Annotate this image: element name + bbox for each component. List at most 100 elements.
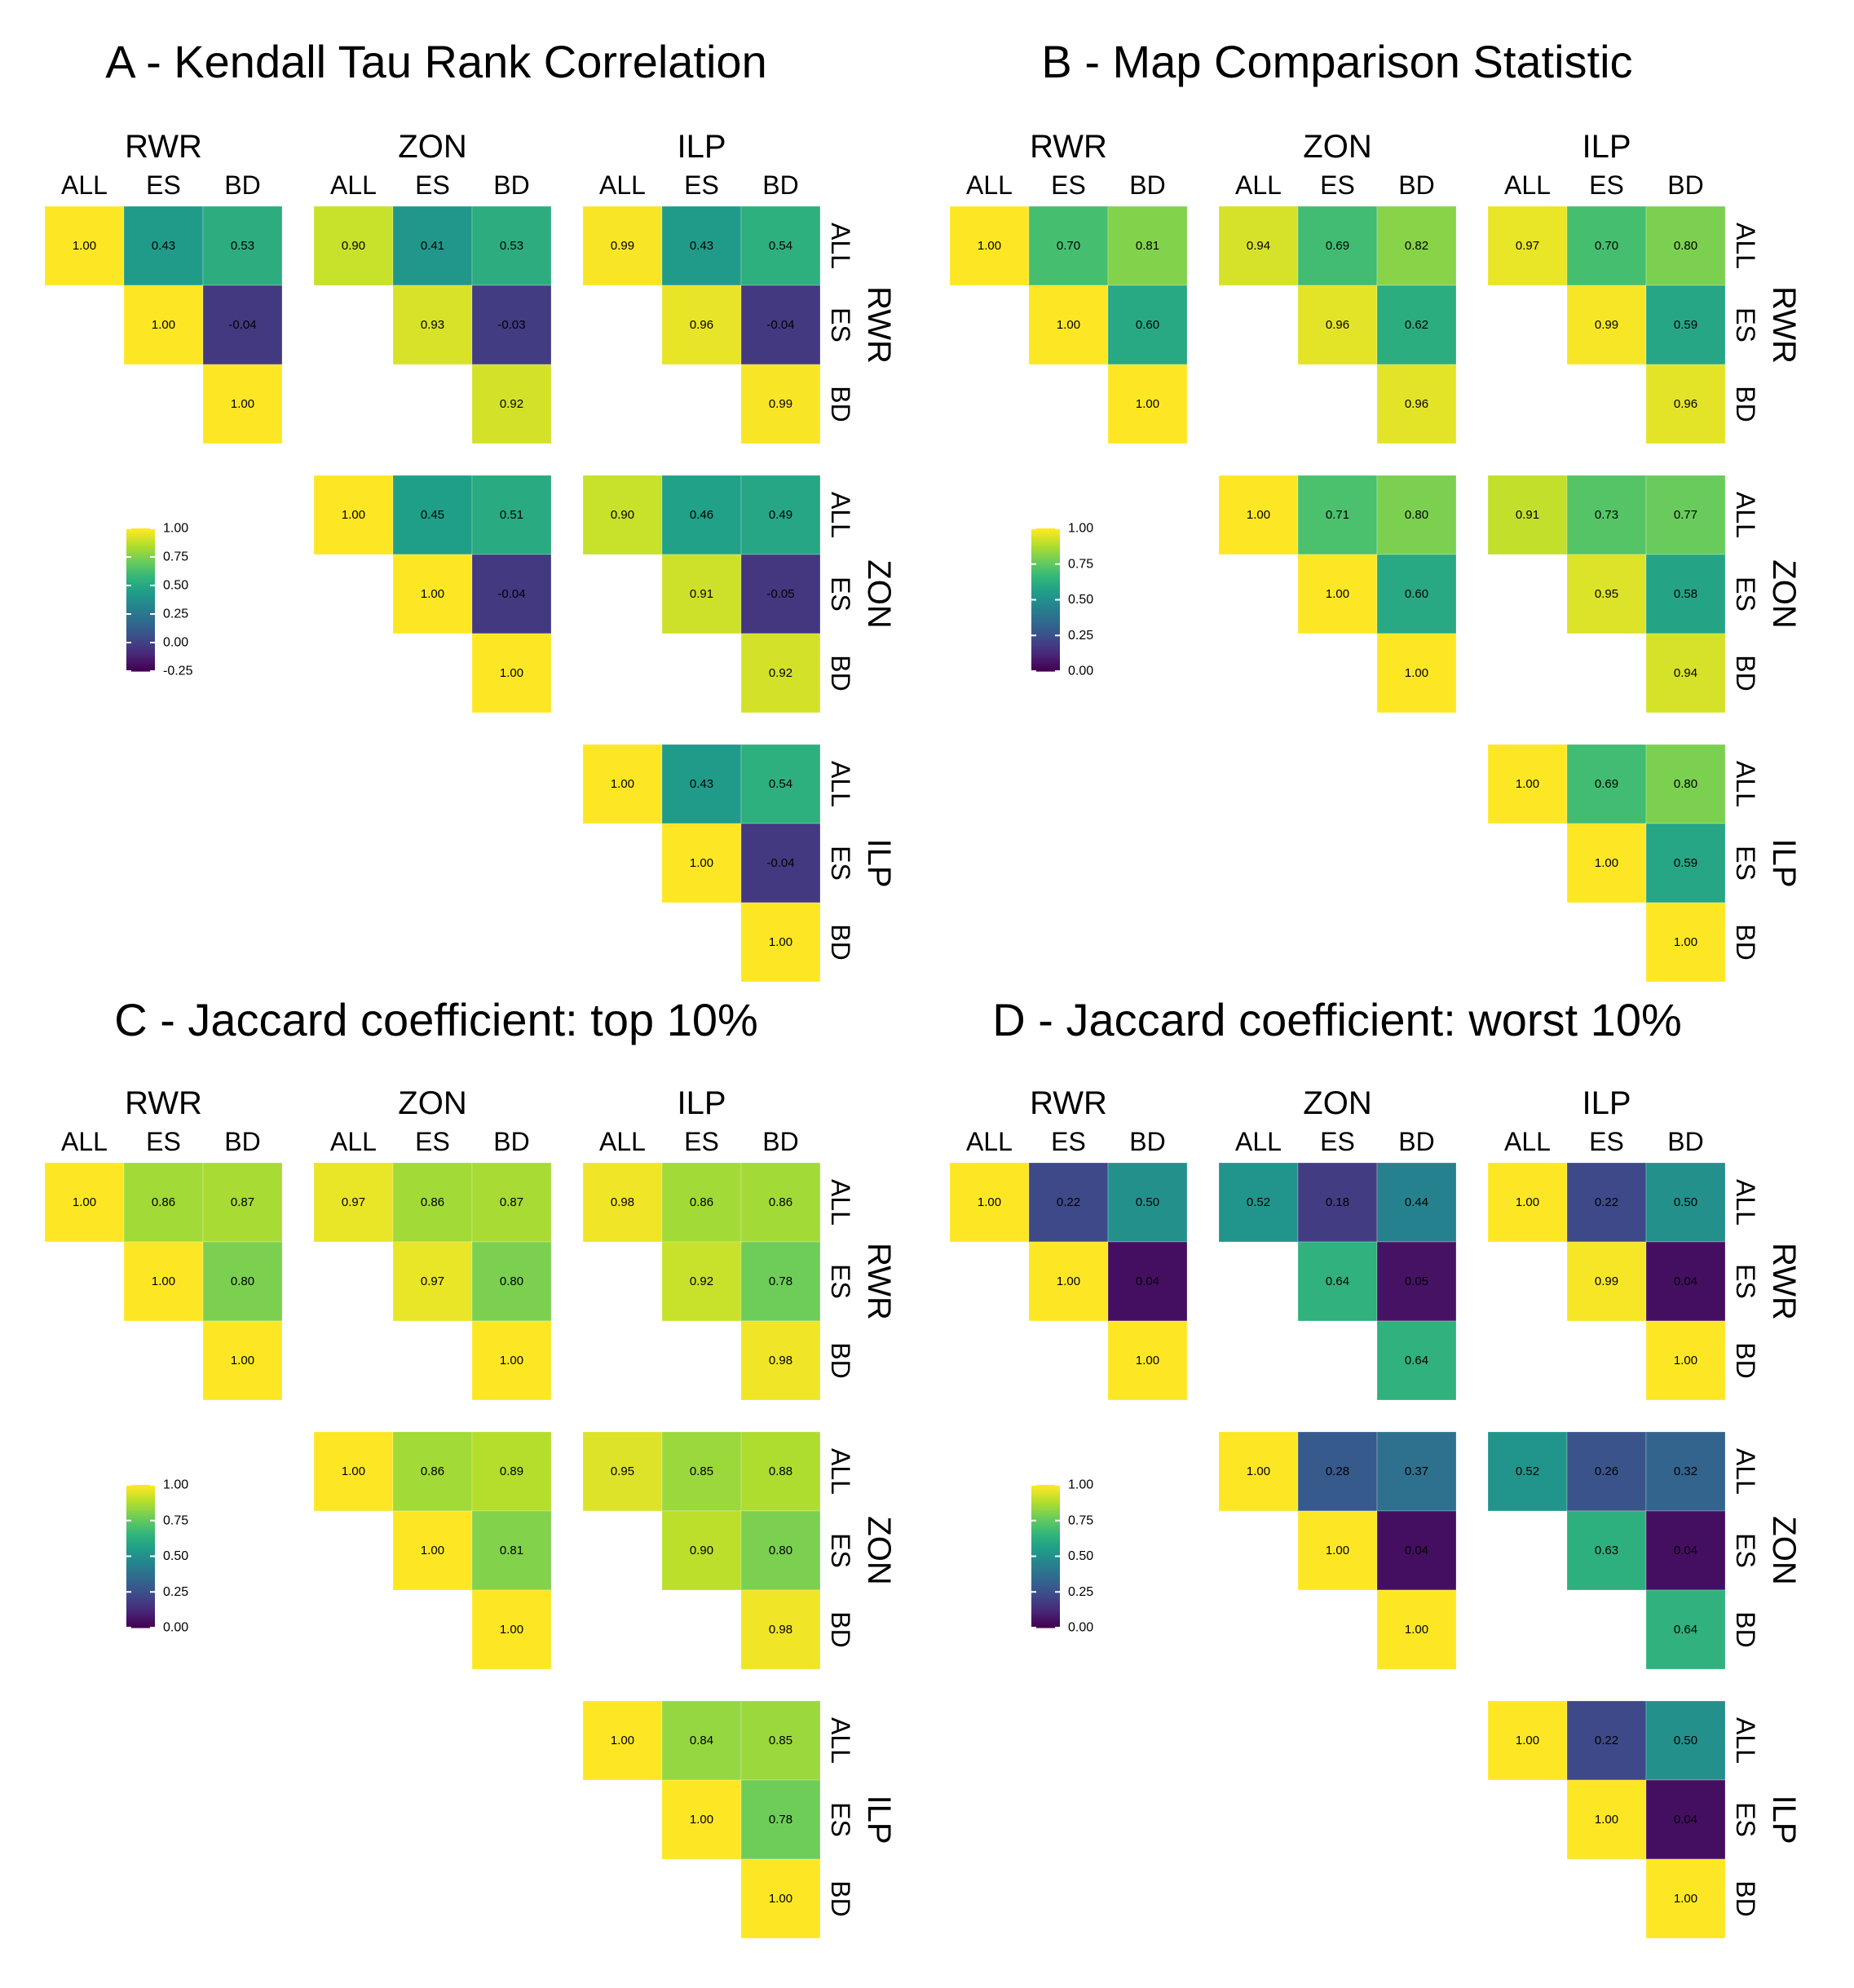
heatmap-cell xyxy=(1376,205,1457,286)
cell-value-label: 0.26 xyxy=(1595,1464,1618,1478)
cell-value-label: 1.00 xyxy=(421,587,444,601)
legend-gradient-step xyxy=(126,1513,155,1517)
cell-value-label: 0.96 xyxy=(1326,318,1349,332)
heatmap-cell xyxy=(1566,1241,1647,1322)
legend-gradient-step xyxy=(1031,550,1060,553)
cell-value-label: 0.81 xyxy=(500,1544,523,1557)
legend-gradient-step xyxy=(1031,664,1060,667)
cell-value-label: 0.86 xyxy=(421,1464,444,1478)
heatmap-cell xyxy=(1297,205,1378,286)
legend-gradient-step xyxy=(1031,1509,1060,1512)
heatmap-cell xyxy=(1218,205,1299,286)
legend-tick-label: 0.75 xyxy=(1068,557,1093,571)
legend-gradient-step xyxy=(1031,1610,1060,1615)
legend-gradient-step xyxy=(126,1501,155,1504)
heatmap-cell xyxy=(740,1431,821,1512)
panel-title: A - Kendall Tau Rank Correlation xyxy=(105,36,766,87)
legend-gradient-step xyxy=(1031,669,1060,672)
legend-gradient-step xyxy=(126,1527,155,1531)
heatmap-cell xyxy=(1645,285,1726,365)
heatmap-cell xyxy=(661,1510,742,1591)
legend-gradient-step xyxy=(1031,576,1060,579)
legend-gradient-step xyxy=(126,576,155,579)
row-sub-label: BD xyxy=(1731,1611,1760,1647)
row-sub-label: ES xyxy=(1731,1802,1760,1837)
legend-gradient-step xyxy=(126,1485,155,1488)
legend-gradient-step xyxy=(1031,1499,1060,1503)
column-group-label: ILP xyxy=(1582,1085,1631,1121)
heatmap-cell xyxy=(1376,1510,1457,1591)
column-sub-label: ALL xyxy=(330,1127,377,1156)
row-sub-label: BD xyxy=(1731,655,1760,691)
legend-gradient-step xyxy=(1031,537,1060,541)
cell-value-label: 0.80 xyxy=(1405,508,1428,522)
cell-value-label: 0.94 xyxy=(1674,666,1697,680)
heatmap-cell xyxy=(1376,285,1457,365)
panel-title: C - Jaccard coefficient: top 10% xyxy=(114,994,758,1045)
column-sub-label: ES xyxy=(1320,1127,1355,1156)
legend-gradient-step xyxy=(126,1548,155,1553)
legend-gradient-step xyxy=(1031,557,1060,560)
legend-gradient-step xyxy=(1031,1608,1060,1612)
cell-value-label: 1.00 xyxy=(1326,587,1349,601)
legend-gradient-step xyxy=(1031,666,1060,669)
row-sub-label: ALL xyxy=(1731,1179,1760,1226)
legend-gradient-step xyxy=(1031,623,1060,627)
heatmap-cell xyxy=(1487,475,1568,555)
legend-gradient-step xyxy=(1031,1556,1060,1560)
heatmap-cell xyxy=(1645,823,1726,903)
heatmap-cell xyxy=(582,1431,663,1512)
column-sub-label: BD xyxy=(224,1127,260,1156)
legend-gradient-step xyxy=(126,669,155,672)
heatmap-cell xyxy=(471,633,552,713)
cell-value-label: 0.51 xyxy=(500,508,523,522)
legend-gradient-step xyxy=(126,1603,155,1607)
heatmap-cell xyxy=(1218,1431,1299,1512)
heatmap-cell xyxy=(44,1162,125,1243)
row-sub-label: ES xyxy=(1731,577,1760,612)
legend-gradient-step xyxy=(126,592,155,596)
row-sub-label: ALL xyxy=(826,1717,855,1764)
row-sub-label: BD xyxy=(826,1342,855,1378)
legend-gradient-step xyxy=(126,578,155,581)
legend-gradient-step xyxy=(126,547,155,550)
heatmap-cell xyxy=(1297,1241,1378,1322)
cell-value-label: 0.86 xyxy=(769,1195,792,1209)
cell-value-label: 0.97 xyxy=(421,1275,444,1288)
heatmap-cell xyxy=(471,1320,552,1401)
legend-gradient-step xyxy=(1031,1494,1060,1498)
heatmap-cell xyxy=(1487,205,1568,286)
legend-gradient-step xyxy=(126,1592,155,1595)
heatmap-cell xyxy=(471,475,552,555)
legend-gradient-step xyxy=(1031,635,1060,638)
heatmap-cell xyxy=(1297,1510,1378,1591)
heatmap-cell xyxy=(1028,285,1109,365)
legend-tick-label: 0.50 xyxy=(163,1549,188,1563)
heatmap-cell xyxy=(1297,554,1378,634)
cell-value-label: 0.87 xyxy=(231,1195,254,1209)
heatmap-cell xyxy=(1566,823,1647,903)
legend-gradient-step xyxy=(1031,540,1060,544)
cell-value-label: 0.64 xyxy=(1674,1623,1697,1637)
legend-gradient-step xyxy=(126,1520,155,1524)
cell-value-label: 0.43 xyxy=(690,239,713,253)
column-sub-label: BD xyxy=(224,170,260,200)
legend-gradient-step xyxy=(1031,661,1060,665)
legend-gradient-step xyxy=(1031,1601,1060,1605)
legend-gradient-step xyxy=(126,583,155,586)
legend-gradient-step xyxy=(1031,1613,1060,1617)
legend-gradient-step xyxy=(126,573,155,577)
cell-value-label: 0.69 xyxy=(1326,239,1349,253)
column-sub-label: BD xyxy=(1129,170,1165,200)
legend-gradient-step xyxy=(126,590,155,594)
legend-gradient-step xyxy=(1031,644,1060,648)
legend-gradient-step xyxy=(1031,649,1060,653)
cell-value-label: 0.80 xyxy=(231,1275,254,1288)
cell-value-label: 1.00 xyxy=(152,318,175,332)
legend-gradient-step xyxy=(126,638,155,641)
cell-value-label: 0.90 xyxy=(611,508,634,522)
cell-value-label: 0.58 xyxy=(1674,587,1697,601)
cell-value-label: 0.50 xyxy=(1674,1734,1697,1747)
heatmap-cell xyxy=(1297,285,1378,365)
legend-tick-label: 0.75 xyxy=(163,550,188,564)
